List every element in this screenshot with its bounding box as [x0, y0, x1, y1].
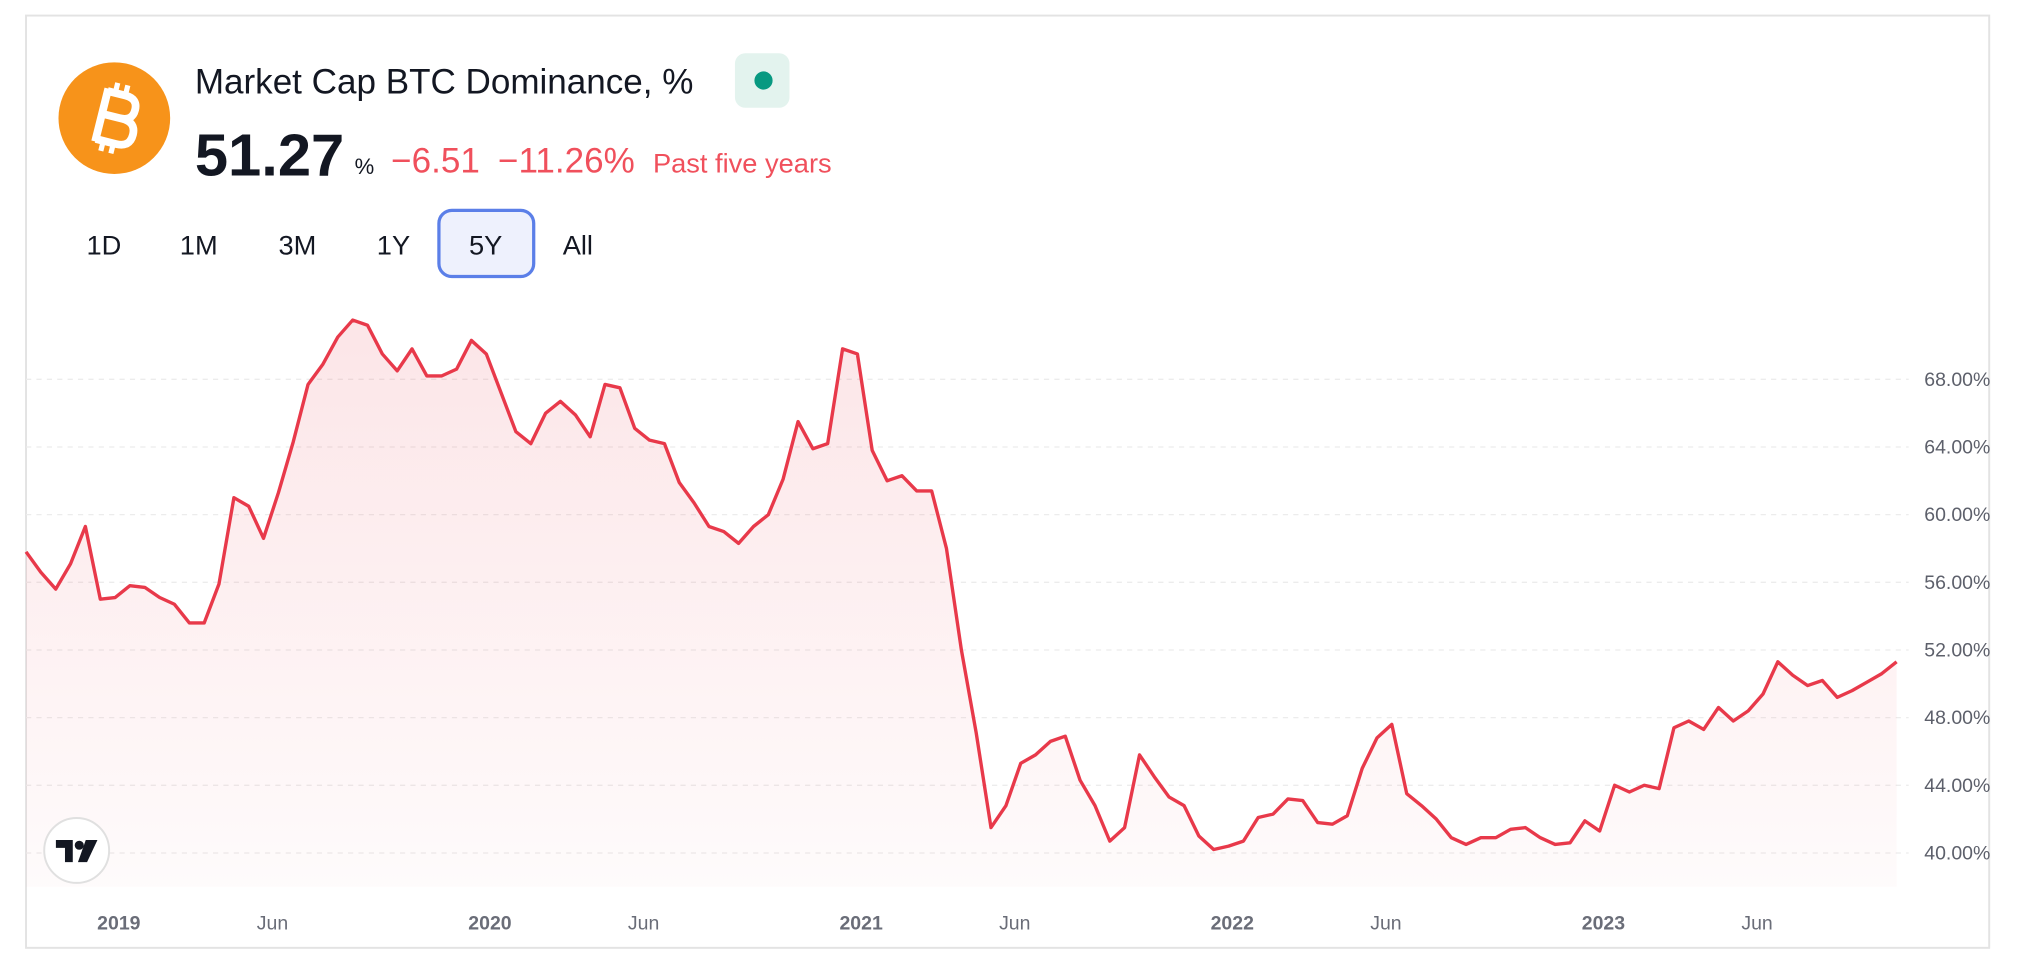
range-button[interactable]: 3M — [278, 229, 316, 260]
range-button[interactable]: 1D — [87, 229, 122, 260]
y-tick-label: 56.00% — [1924, 572, 1990, 594]
y-tick-label: 40.00% — [1924, 842, 1990, 864]
range-buttons: 1D 1M 3M 1Y 5Y All — [87, 208, 593, 279]
status-badge — [734, 53, 790, 108]
area — [26, 320, 1897, 887]
range-button[interactable]: All — [563, 229, 593, 260]
y-tick-label: 48.00% — [1924, 707, 1990, 729]
plot: 40.00% 44.00% 48.00% 52.00% 56.00% 60.00% 64.0… — [24, 318, 1990, 935]
x-tick-label: 2021 — [839, 913, 882, 935]
active-button-bg — [437, 208, 536, 279]
x-tick-label: 2022 — [1211, 913, 1254, 935]
x-tick-label: Jun — [257, 913, 288, 935]
range-button-label: All — [563, 229, 593, 260]
range-button-label: 1M — [180, 229, 218, 260]
title: Market Cap BTC Dominance, % — [195, 62, 694, 101]
x-tick-label: 2023 — [1582, 913, 1625, 935]
y-tick-label: 64.00% — [1924, 436, 1990, 458]
btc-logo — [58, 62, 171, 174]
line — [24, 318, 1898, 852]
x-tick-label: Jun — [628, 913, 659, 935]
range-button[interactable]: 1Y — [377, 229, 410, 260]
range-button-label: 3M — [278, 229, 316, 260]
price-unit: % — [355, 154, 375, 179]
tradingview-logo — [43, 817, 111, 884]
x-tick-label: Jun — [1370, 913, 1401, 935]
period: Past five years — [653, 148, 832, 179]
y-tick-label: 52.00% — [1924, 639, 1990, 661]
x-tick-label: Jun — [999, 913, 1030, 935]
range-button-label: 1Y — [377, 229, 410, 260]
x-tick-label: Jun — [1741, 913, 1772, 935]
x-tick-label: 2019 — [97, 913, 140, 935]
change: −6.51 — [391, 142, 480, 181]
change-percent: −11.26% — [498, 142, 635, 181]
range-button[interactable]: 5Y — [437, 208, 536, 279]
y-tick-label: 44.00% — [1924, 775, 1990, 797]
y-tick-label: 68.00% — [1924, 369, 1990, 391]
range-button[interactable]: 1M — [180, 229, 218, 260]
range-button-label: 5Y — [469, 229, 502, 260]
y-tick-label: 60.00% — [1924, 504, 1990, 526]
x-tick-label: 2020 — [468, 913, 511, 935]
price: 51.27 — [195, 121, 344, 188]
range-button-label: 1D — [87, 229, 122, 260]
